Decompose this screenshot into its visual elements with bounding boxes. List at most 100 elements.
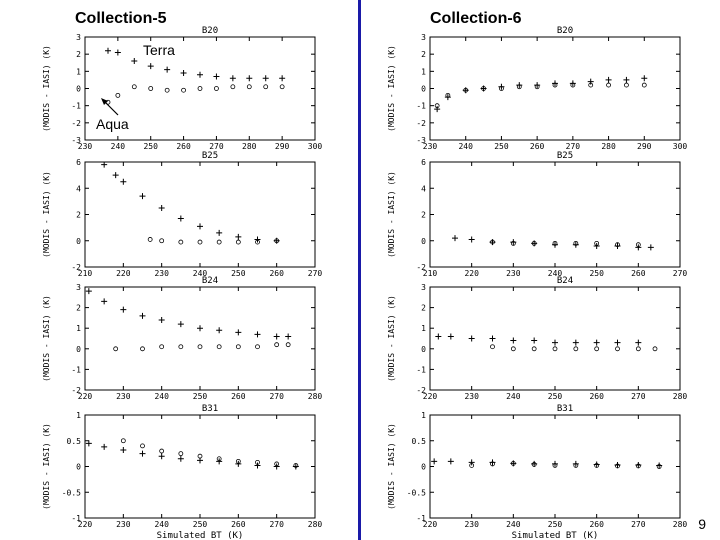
y-tick-label: 0 <box>76 85 81 94</box>
plot-frame <box>84 286 316 391</box>
data-point-plus <box>131 58 138 65</box>
data-point-plus <box>85 288 92 295</box>
data-point-circle <box>463 87 469 93</box>
data-point-circle <box>490 344 495 350</box>
y-axis-label: (MODIS - IASI) (K) <box>387 295 396 382</box>
x-tick-label: 260 <box>176 142 191 151</box>
data-point-plus <box>273 333 280 340</box>
y-tick-label: 3 <box>76 283 81 292</box>
y-tick-label: 1 <box>421 324 426 333</box>
y-tick-label: 0 <box>421 463 426 472</box>
data-point-circle <box>552 240 558 246</box>
x-tick-label: 260 <box>589 392 604 401</box>
x-tick-label: 240 <box>111 142 126 151</box>
panel-title: B25 <box>557 151 573 161</box>
data-point-plus <box>120 178 127 185</box>
data-point-circle <box>255 239 260 245</box>
y-axis-label: (MODIS - IASI) (K) <box>42 45 51 132</box>
data-point-plus <box>229 75 236 82</box>
x-tick-label: 270 <box>566 142 581 151</box>
data-point-plus <box>468 236 475 243</box>
aqua-label: Aqua <box>96 116 129 132</box>
x-tick-label: 280 <box>242 142 257 151</box>
y-tick-label: -2 <box>71 119 81 128</box>
x-tick-label: 270 <box>269 392 284 401</box>
data-point-circle <box>573 346 579 352</box>
data-point-circle <box>178 451 184 457</box>
data-point-circle <box>274 461 280 467</box>
data-point-circle <box>573 463 579 468</box>
data-point-circle <box>510 461 516 466</box>
data-point-circle <box>570 82 576 88</box>
data-point-plus <box>452 235 458 242</box>
y-axis-label: (MODIS - IASI) (K) <box>387 45 396 132</box>
terra-label: Terra <box>143 42 175 58</box>
data-point-circle <box>178 344 184 350</box>
data-point-plus <box>235 233 242 240</box>
y-tick-label: -3 <box>416 136 426 145</box>
x-tick-label: 220 <box>423 520 438 529</box>
x-tick-label: 240 <box>154 520 169 529</box>
x-tick-label: 220 <box>78 520 93 529</box>
x-tick-label: 220 <box>464 269 479 278</box>
x-tick-label: 260 <box>589 520 604 529</box>
x-tick-label: 250 <box>193 392 208 401</box>
data-point-circle <box>279 84 285 90</box>
x-tick-label: 270 <box>631 520 646 529</box>
y-tick-label: -1 <box>416 102 426 111</box>
data-point-circle <box>140 346 145 352</box>
data-point-circle <box>197 86 203 91</box>
y-tick-label: 0 <box>76 237 81 246</box>
data-point-plus <box>235 460 242 467</box>
x-tick-label: 250 <box>143 142 158 151</box>
x-tick-label: 270 <box>209 142 224 151</box>
data-point-plus <box>85 440 92 447</box>
data-point-plus <box>635 244 642 251</box>
data-point-plus <box>623 76 630 83</box>
data-point-plus <box>139 312 146 319</box>
x-tick-label: 230 <box>116 392 131 401</box>
data-point-plus <box>647 244 654 251</box>
data-point-circle <box>594 240 600 246</box>
data-point-circle <box>197 239 203 245</box>
x-tick-label: 250 <box>494 142 509 151</box>
x-tick-label: 240 <box>548 269 563 278</box>
x-tick-label: 260 <box>269 269 284 278</box>
y-tick-label: 1 <box>76 324 81 333</box>
data-point-circle <box>178 239 184 245</box>
data-point-plus <box>552 460 558 467</box>
y-tick-label: 0.5 <box>67 437 82 446</box>
y-tick-label: 2 <box>76 304 81 313</box>
y-tick-label: 4 <box>76 184 81 193</box>
x-tick-label: 230 <box>78 142 93 151</box>
x-tick-label: 270 <box>308 269 323 278</box>
y-tick-label: -1 <box>416 514 426 523</box>
panel-title: B25 <box>202 151 218 161</box>
data-point-circle <box>159 238 165 244</box>
data-point-circle <box>624 82 629 88</box>
data-point-plus <box>101 443 108 450</box>
data-point-circle <box>445 92 451 98</box>
x-tick-label: 230 <box>464 520 479 529</box>
x-tick-label: 230 <box>423 142 438 151</box>
x-tick-label: 270 <box>269 520 284 529</box>
data-point-plus <box>216 327 223 334</box>
data-point-plus <box>177 455 184 462</box>
data-point-plus <box>273 463 280 470</box>
data-point-plus <box>572 339 579 346</box>
x-tick-label: 220 <box>116 269 131 278</box>
data-point-circle <box>594 463 600 468</box>
y-axis-label: (MODIS - IASI) (K) <box>387 423 396 510</box>
y-tick-label: 0 <box>421 85 426 94</box>
x-tick-label: 240 <box>458 142 473 151</box>
data-point-circle <box>105 99 111 105</box>
x-tick-label: 300 <box>673 142 688 151</box>
x-tick-label: 250 <box>548 392 563 401</box>
data-point-plus <box>468 335 475 342</box>
data-point-plus <box>235 329 242 336</box>
y-tick-label: -2 <box>416 263 426 272</box>
y-tick-label: 3 <box>421 283 426 292</box>
y-tick-label: -2 <box>71 386 81 395</box>
data-point-circle <box>510 240 516 246</box>
x-tick-label: 290 <box>637 142 652 151</box>
